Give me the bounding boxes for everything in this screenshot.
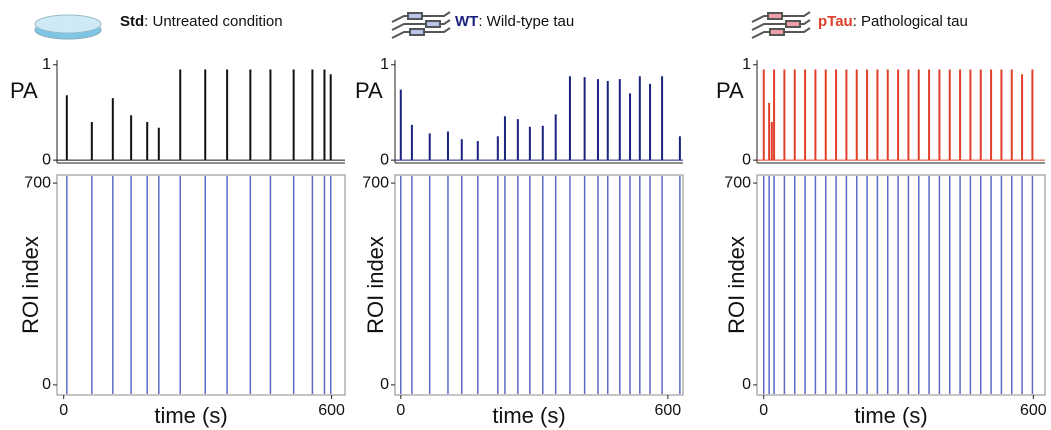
panel-title: pTau: Pathological tau (818, 13, 968, 30)
y-axis-label: PA (10, 78, 38, 103)
y-axis-label: PA (355, 78, 383, 103)
plot-frame (56, 174, 346, 396)
x-tick-label: 600 (1020, 402, 1047, 419)
x-tick-label: 0 (396, 402, 405, 419)
tau-icon (391, 11, 451, 39)
y-axis-label: PA (716, 78, 744, 103)
x-tick-label: 0 (759, 402, 768, 419)
x-tick-label: 0 (59, 402, 68, 419)
condition-label: WT (455, 13, 478, 30)
y-tick-label: 1 (42, 56, 51, 73)
condition-description: : Wild-type tau (478, 13, 574, 30)
condition-description: : Pathological tau (853, 13, 968, 30)
x-tick-label: 600 (655, 402, 682, 419)
condition-description: : Untreated condition (144, 13, 282, 30)
y-tick-label: 0 (42, 151, 51, 168)
dish-icon (34, 14, 102, 40)
y-tick-label: 1 (742, 56, 751, 73)
condition-label: pTau (818, 13, 853, 30)
y-tick-label: 0 (380, 376, 389, 393)
plot-frame (394, 174, 684, 396)
x-tick-label: 600 (318, 402, 345, 419)
panel-title: Std: Untreated condition (120, 13, 283, 30)
ptau-icon (751, 11, 811, 39)
x-axis-label: time (s) (854, 403, 927, 428)
panel-title: WT: Wild-type tau (455, 13, 574, 30)
y-tick-label: 700 (24, 174, 51, 191)
y-tick-label: 700 (362, 174, 389, 191)
plot-frame (756, 174, 1046, 396)
y-tick-label: 0 (742, 376, 751, 393)
x-axis-label: time (s) (154, 403, 227, 428)
condition-label: Std (120, 13, 144, 30)
y-tick-label: 1 (380, 56, 389, 73)
y-axis-label: ROI index (18, 236, 43, 334)
y-tick-label: 700 (724, 174, 751, 191)
y-axis-label: ROI index (724, 236, 749, 334)
x-axis-label: time (s) (492, 403, 565, 428)
y-axis-label: ROI index (363, 236, 388, 334)
y-tick-label: 0 (380, 151, 389, 168)
y-tick-label: 0 (742, 151, 751, 168)
y-tick-label: 0 (42, 376, 51, 393)
